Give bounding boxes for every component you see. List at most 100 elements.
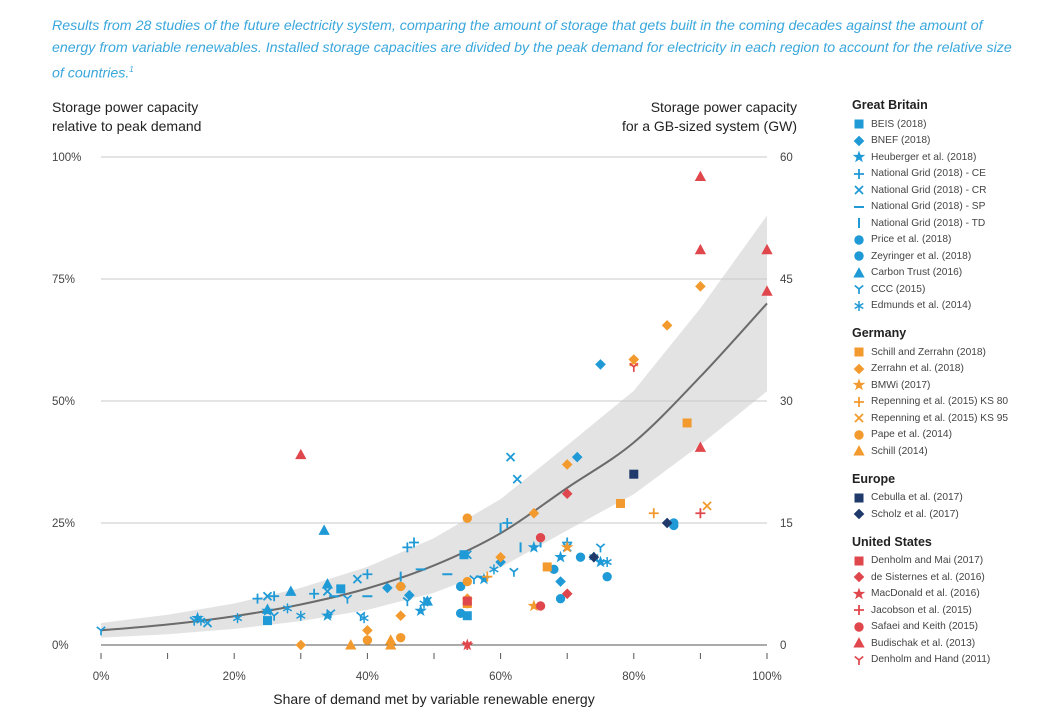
y-tick-right-label: 60 [780, 152, 793, 164]
y-tick-left-label: 100% [52, 152, 81, 164]
legend-item-label: Edmunds et al. (2014) [871, 300, 972, 312]
triangle-marker-icon [853, 445, 865, 456]
legend-item-ccc-2015: CCC (2015) [852, 281, 1037, 298]
legend-item-label: BEIS (2018) [871, 118, 927, 130]
point-pape-et-al-2014 [462, 576, 472, 587]
caption-text: Results from 28 studies of the future el… [52, 18, 1012, 82]
circle-marker-icon [854, 235, 864, 245]
legend-item-label: CCC (2015) [871, 283, 926, 295]
legend-item-label: Cebulla et al. (2017) [871, 492, 963, 504]
y-tick-right-label: 30 [780, 396, 793, 408]
legend-item-budischak-et-al-2013: Budischak et al. (2013) [852, 635, 1037, 652]
point-budischak-et-al-2013 [695, 244, 706, 255]
point-national-grid-2018-cr [512, 474, 523, 484]
legend-item-beis-2018: BEIS (2018) [852, 116, 1037, 133]
legend-item-label: Schill and Zerrahn (2018) [871, 346, 986, 358]
legend-item-label: BMWi (2017) [871, 379, 931, 391]
y-tick-right-label: 15 [780, 518, 793, 530]
triangle-marker-icon [853, 267, 865, 278]
point-zerrahn-et-al-2018 [695, 281, 706, 292]
point-zerrahn-et-al-2018 [395, 610, 406, 621]
legend-item-national-grid-2018-td: National Grid (2018) - TD [852, 215, 1037, 232]
legend-item-label: National Grid (2018) - CR [871, 184, 987, 196]
diamond-marker-icon [853, 572, 865, 583]
legend-item-label: Denholm and Hand (2011) [871, 654, 991, 666]
legend-item-label: MacDonald et al. (2016) [871, 588, 980, 600]
chart-caption: Results from 28 studies of the future el… [52, 16, 1012, 85]
legend-item-label: Price et al. (2018) [871, 234, 952, 246]
legend-item-schill-2014: Schill (2014) [852, 443, 1037, 460]
plus-marker-icon [853, 604, 865, 617]
circle-marker-icon [854, 622, 864, 632]
legend-item-label: National Grid (2018) - SP [871, 201, 986, 213]
asterisk-marker-icon [853, 300, 865, 312]
tri-marker-icon [853, 284, 865, 296]
legend-item-zeyringer-et-al-2018: Zeyringer et al. (2018) [852, 248, 1037, 265]
legend-item-national-grid-2018-cr: National Grid (2018) - CR [852, 182, 1037, 199]
point-cebulla-et-al-2017 [629, 469, 639, 479]
legend-group-title: Great Britain [852, 98, 928, 112]
legend-item-bmwi-2017: BMWi (2017) [852, 377, 1037, 394]
square-marker-icon [854, 556, 864, 566]
legend-item-label: Repenning et al. (2015) KS 95 [871, 412, 1009, 424]
point-safaei-and-keith-2015 [535, 601, 546, 611]
trend-line [100, 302, 768, 632]
star-marker-icon [853, 588, 865, 599]
y-tick-left-label: 0% [52, 640, 69, 652]
x-tick-label: 80% [622, 671, 645, 683]
diamond-marker-icon [853, 135, 865, 146]
legend-item-repenning-et-al-2015-ks-80: Repenning et al. (2015) KS 80 [852, 394, 1037, 411]
legend-item-denholm-and-hand-2011: Denholm and Hand (2011) [852, 652, 1037, 669]
point-bnef-2018 [555, 576, 566, 587]
y-axis-left-title-line1: Storage power capacity [52, 99, 198, 115]
point-repenning-et-al-2015-ks-95 [702, 501, 712, 511]
y-axis-right-title-line1: Storage power capacity [651, 99, 797, 115]
star-marker-icon [853, 379, 865, 390]
point-carbon-trust-2016 [318, 525, 330, 535]
legend-item-label: Zeyringer et al. (2018) [871, 250, 972, 262]
point-bnef-2018 [595, 359, 606, 370]
legend-item-scholz-et-al-2017: Scholz et al. (2017) [852, 506, 1037, 523]
trend-band [101, 215, 767, 638]
uncertainty-band [101, 215, 767, 638]
diamond-marker-icon [853, 363, 865, 374]
point-zeyringer-et-al-2018 [455, 608, 466, 618]
legend-item-carbon-trust-2016: Carbon Trust (2016) [852, 265, 1037, 282]
point-zeyringer-et-al-2018 [575, 552, 586, 562]
point-zeyringer-et-al-2018 [602, 571, 612, 582]
legend-item-macdonald-et-al-2016: MacDonald et al. (2016) [852, 586, 1037, 603]
legend-group-title: Europe [852, 471, 896, 486]
point-pape-et-al-2014 [362, 635, 373, 645]
legend-item-jacobson-et-al-2015: Jacobson et al. (2015) [852, 602, 1037, 619]
legend-item-label: Pape et al. (2014) [871, 429, 952, 441]
legend-group-title: United States [852, 534, 932, 549]
x-tick-label: 0% [93, 671, 110, 683]
point-schill-2014 [385, 634, 397, 645]
square-marker-icon [854, 493, 864, 503]
vbar-marker-icon [858, 217, 860, 230]
legend-item-label: de Sisternes et al. (2016) [871, 571, 985, 583]
legend-item-national-grid-2018-sp: National Grid (2018) - SP [852, 199, 1037, 216]
legend-item-label: National Grid (2018) - CE [871, 168, 986, 180]
point-pape-et-al-2014 [462, 513, 472, 523]
legend-item-pape-et-al-2014: Pape et al. (2014) [852, 427, 1037, 444]
point-heuberger-et-al-2018 [555, 551, 566, 562]
y-axis-right-title-line2: for a GB-sized system (GW) [622, 118, 797, 134]
legend-item-label: BNEF (2018) [871, 135, 931, 147]
tri-marker-icon [853, 655, 865, 666]
axes: 0% 20% 40% 60% 80% 100% [93, 644, 782, 683]
x-tick-label: 20% [223, 671, 246, 683]
point-safaei-and-keith-2015 [535, 532, 546, 543]
legend-item-price-et-al-2018: Price et al. (2018) [852, 232, 1037, 249]
legend-item-national-grid-2018-ce: National Grid (2018) - CE [852, 166, 1037, 183]
point-schill-and-zerrahn-2018 [615, 498, 625, 508]
point-pape-et-al-2014 [396, 632, 406, 643]
legend-item-label: Scholz et al. (2017) [871, 508, 959, 520]
y-tick-left-label: 50% [52, 396, 75, 408]
cross-marker-icon [854, 185, 864, 196]
legend-item-label: Heuberger et al. (2018) [871, 151, 977, 163]
legend-item-de-sisternes-et-al-2016: de Sisternes et al. (2016) [852, 569, 1037, 586]
legend-group-title: Germany [852, 326, 907, 340]
y-tick-right-label: 0 [780, 640, 786, 652]
caption-footnote: 1 [129, 65, 134, 74]
